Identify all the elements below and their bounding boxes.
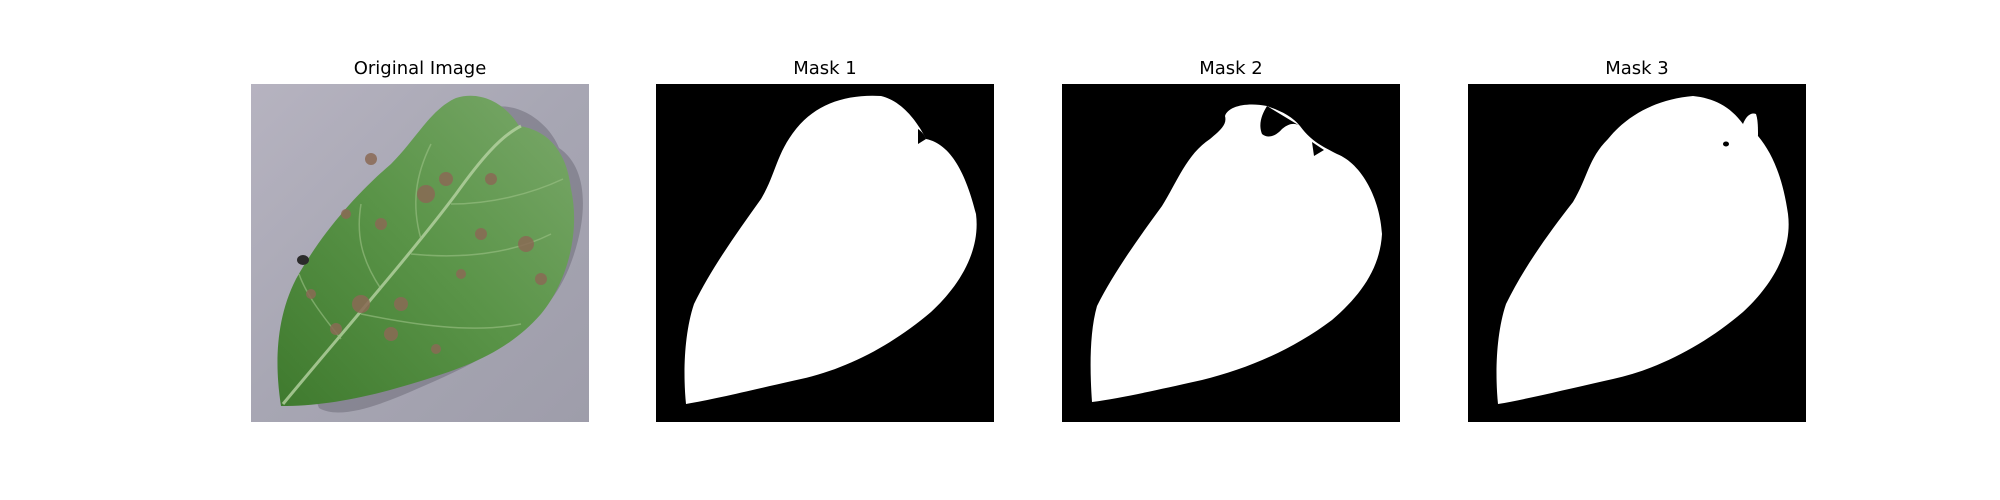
mask-1-image: [656, 84, 994, 422]
panel-title: Mask 1: [793, 58, 857, 79]
original-leaf-image: [251, 84, 589, 422]
panel-title: Mask 3: [1605, 58, 1669, 79]
panel-title: Original Image: [353, 58, 487, 79]
mask-2-image: [1062, 84, 1400, 422]
panel-title: Mask 2: [1199, 58, 1263, 79]
mask-3-image: [1468, 84, 1806, 422]
